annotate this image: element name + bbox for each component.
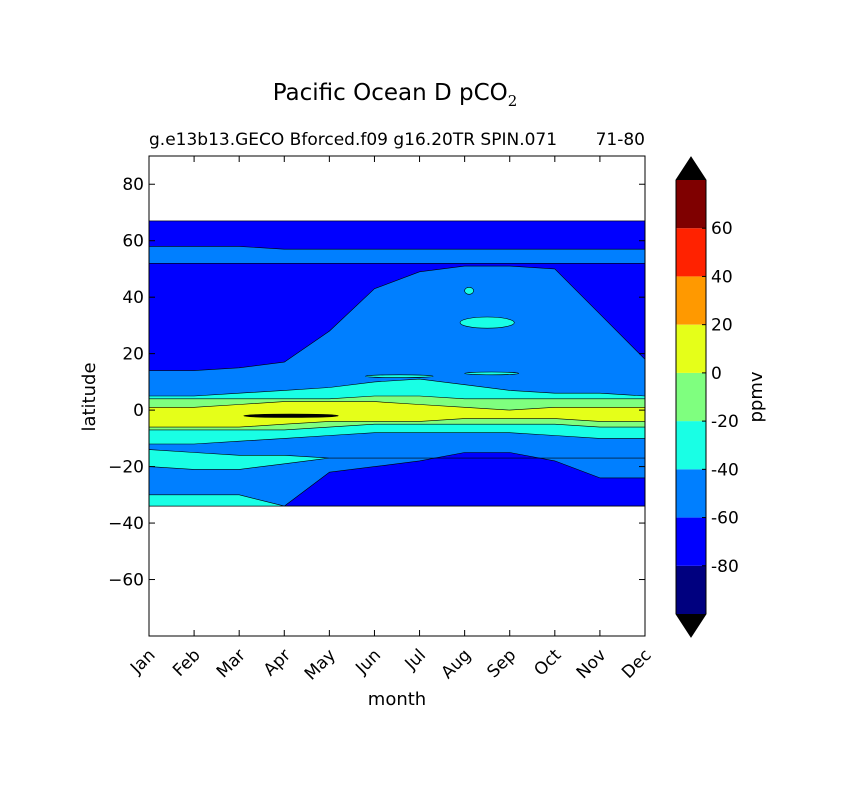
colorbar-segment [676,324,706,373]
x-axis: Jan Feb Mar Apr May Jun Jul Aug Sep Oct Nov Dec [126,156,656,684]
x-tick-label: Mar [213,645,250,682]
y-tick-label: 20 [122,345,144,365]
contour-patch-4 [365,374,434,378]
chart-subtitle: g.e13b13.GECO Bforced.f09 g16.20TR SPIN.… [149,130,557,150]
colorbar-segment [676,372,706,422]
y-tick-label: 40 [122,288,144,308]
colorbar-segment [676,421,706,470]
chart-subtitle-right: 71-80 [596,130,645,150]
colorbar-tick-label: 60 [711,219,733,239]
x-tick-label: Jan [126,645,159,678]
colorbar-tick-label: -60 [711,509,739,529]
x-tick-label: Feb [169,645,204,680]
colorbar-label: ppmv [746,371,767,422]
chart-title-subscript: 2 [508,92,518,110]
y-tick-label: −40 [108,514,144,534]
colorbar-tick-label: 40 [711,267,733,287]
x-tick-label: Jul [401,645,430,674]
colorbar-segment [676,228,706,277]
contour-band-5 [148,449,646,470]
contour-band-6 [148,494,646,507]
x-tick-label: May [301,645,340,684]
x-tick-label: Jun [351,645,385,679]
colorbar-segment [676,469,706,518]
y-tick-label: −20 [108,458,144,478]
colorbar-tick-label: 20 [711,316,733,336]
contour-patch-5 [243,413,339,418]
colorbar-outline [675,156,707,638]
contour-patch-2 [464,286,474,295]
x-tick-label: Sep [483,645,520,682]
x-tick-label: Oct [530,645,565,680]
y-tick-label: 80 [122,175,144,195]
colorbar-extend-max [676,157,706,180]
x-axis-label: month [368,689,426,710]
plot-frame [148,155,646,637]
colorbar-extend-min [676,614,706,637]
y-axis-label: latitude [79,362,100,431]
colorbar: 60 40 20 0 -20 -40 -60 -80 [675,156,739,638]
y-axis: 80 60 40 20 0 −20 −40 −60 [108,175,645,591]
chart-title: Pacific Ocean D pCO2 [273,80,518,110]
colorbar-segment [676,276,706,325]
plot-area: Jan Feb Mar Apr May Jun Jul Aug Sep Oct Nov Dec 80 6… [108,155,656,684]
colorbar-segment [676,517,706,566]
x-tick-label: Aug [438,645,476,683]
x-tick-label: Apr [260,645,295,680]
colorbar-tick-label: -40 [711,460,739,480]
colorbar-segment [676,180,706,229]
contour-band-2 [148,246,646,264]
contour-patch-1 [459,316,515,329]
chart-title-text: Pacific Ocean D pCO [273,80,508,106]
y-tick-label: 0 [133,401,144,421]
x-tick-label: Dec [618,645,655,682]
colorbar-tick-label: -80 [711,557,739,577]
colorbar-segment [676,565,706,614]
colorbar-tick-label: -20 [711,412,739,432]
colorbar-tick-label: 0 [711,364,722,384]
x-tick-label: Nov [573,645,611,683]
y-tick-label: 60 [122,232,144,252]
y-tick-label: −60 [108,571,144,591]
contour-patch-3 [464,371,520,376]
contour-fills [148,220,646,507]
